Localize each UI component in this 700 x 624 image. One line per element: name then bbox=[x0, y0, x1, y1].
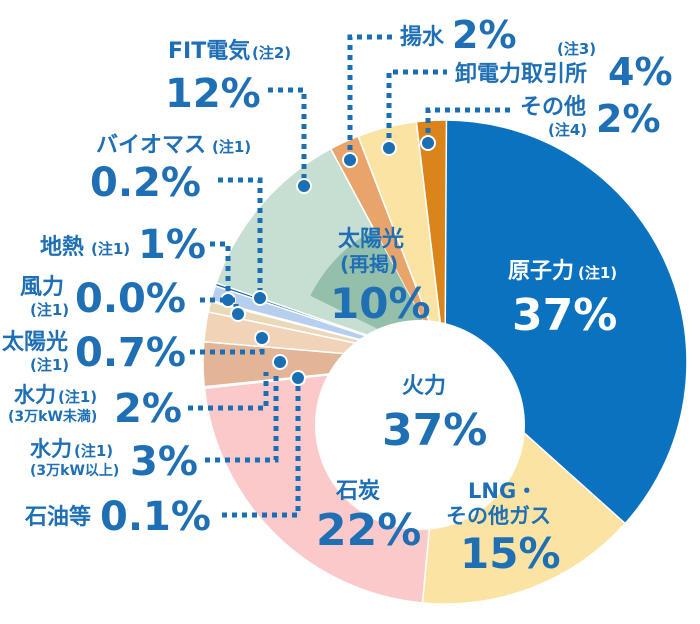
label-biomass-value: 0.2% bbox=[90, 160, 201, 206]
leader-dot-biomass bbox=[252, 290, 268, 306]
slice-other bbox=[415, 119, 448, 363]
leader-dot-solar-self bbox=[254, 330, 270, 346]
leader-lines bbox=[188, 34, 515, 518]
leader-dot-pumped bbox=[342, 152, 358, 168]
leader-hydro-small bbox=[205, 376, 279, 463]
label-geothermal-name: 地熱 bbox=[40, 234, 84, 260]
leader-hydro-large bbox=[188, 372, 269, 411]
label-oil-value: 0.1% bbox=[100, 494, 211, 540]
label-hydro-small-value: 3% bbox=[130, 439, 198, 485]
label-solar-self-name: 太陽光 bbox=[2, 330, 68, 355]
label-pumped-value: 2% bbox=[452, 13, 517, 57]
label-wind-name: 風力 bbox=[20, 275, 64, 300]
label-biomass-name: バイオマス bbox=[96, 133, 206, 158]
label-fit-note: (注2) bbox=[252, 44, 291, 62]
label-other-name: その他 bbox=[520, 95, 586, 120]
label-lng-name-1: LNG・ bbox=[468, 479, 537, 503]
leader-wholesale bbox=[386, 69, 447, 148]
label-other-note: (注4) bbox=[548, 121, 587, 139]
outer-labels: 揚水 2% (注3) 卸電力取引所 4% その他 (注4) 2% FIT電気 (… bbox=[2, 13, 673, 540]
label-hydro-small-note: (注1) bbox=[74, 442, 113, 460]
leader-biomass bbox=[218, 177, 263, 298]
label-solar-self-value: 0.7% bbox=[75, 330, 186, 376]
inner-labels: 原子力 (注1) 37% 太陽光 (再掲) 10% 火力 37% LNG・ その… bbox=[316, 227, 617, 578]
label-pumped-name: 揚水 bbox=[400, 24, 445, 50]
label-solar-fit-sub: (再掲) bbox=[340, 252, 398, 276]
label-hydro-small-sub: (3万kW以上) bbox=[30, 463, 119, 479]
label-wind-value: 0.0% bbox=[75, 276, 186, 322]
label-coal-value: 22% bbox=[316, 505, 421, 556]
label-solar-self-note: (注1) bbox=[30, 356, 69, 374]
label-lng-value: 15% bbox=[460, 529, 561, 578]
leader-pumped bbox=[347, 34, 392, 160]
label-oil-name: 石油等 bbox=[24, 504, 91, 530]
label-nuclear-name: 原子力 bbox=[508, 259, 574, 284]
leader-fit bbox=[268, 87, 307, 186]
label-nuclear-value: 37% bbox=[512, 290, 617, 341]
label-wholesale-name: 卸電力取引所 bbox=[455, 61, 587, 87]
label-nuclear-note: (注1) bbox=[578, 264, 617, 282]
label-other-value: 2% bbox=[596, 97, 661, 141]
label-hydro-large-sub: (3万kW未満) bbox=[8, 408, 97, 425]
label-hydro-small-name: 水力 bbox=[30, 437, 72, 461]
label-geothermal-note: (注1) bbox=[91, 240, 130, 258]
leader-dot-wholesale bbox=[381, 140, 397, 156]
leader-geothermal bbox=[210, 241, 231, 296]
label-hydro-large-value: 2% bbox=[114, 386, 182, 432]
leader-dot-fit bbox=[296, 178, 312, 194]
label-thermal-value: 37% bbox=[382, 405, 487, 456]
leader-other bbox=[425, 107, 515, 143]
leader-dot-oil bbox=[290, 370, 306, 386]
label-wholesale-note: (注3) bbox=[557, 40, 596, 58]
label-wholesale-value: 4% bbox=[608, 50, 673, 94]
leader-dot-wind bbox=[230, 306, 246, 322]
thermal-center-circle bbox=[315, 320, 525, 530]
label-wind-note: (注1) bbox=[30, 301, 69, 319]
slice-nuclear bbox=[444, 119, 688, 525]
label-lng-name-2: その他ガス bbox=[446, 504, 551, 528]
label-fit-name: FIT電気 bbox=[168, 38, 250, 64]
label-geothermal-value: 1% bbox=[138, 222, 206, 268]
label-solar-fit-value: 10% bbox=[330, 279, 431, 328]
label-coal-name: 石炭 bbox=[335, 478, 380, 504]
label-hydro-large-name: 水力 bbox=[14, 383, 56, 407]
leader-dot-other bbox=[420, 135, 436, 151]
label-biomass-note: (注1) bbox=[212, 138, 251, 156]
label-solar-fit-name: 太陽光 bbox=[338, 227, 404, 252]
label-thermal-name: 火力 bbox=[402, 374, 446, 399]
pie-slices bbox=[202, 119, 688, 605]
label-fit-value: 12% bbox=[165, 71, 261, 117]
label-hydro-large-note: (注1) bbox=[58, 388, 97, 406]
leader-dot-hydro-large bbox=[272, 354, 288, 370]
